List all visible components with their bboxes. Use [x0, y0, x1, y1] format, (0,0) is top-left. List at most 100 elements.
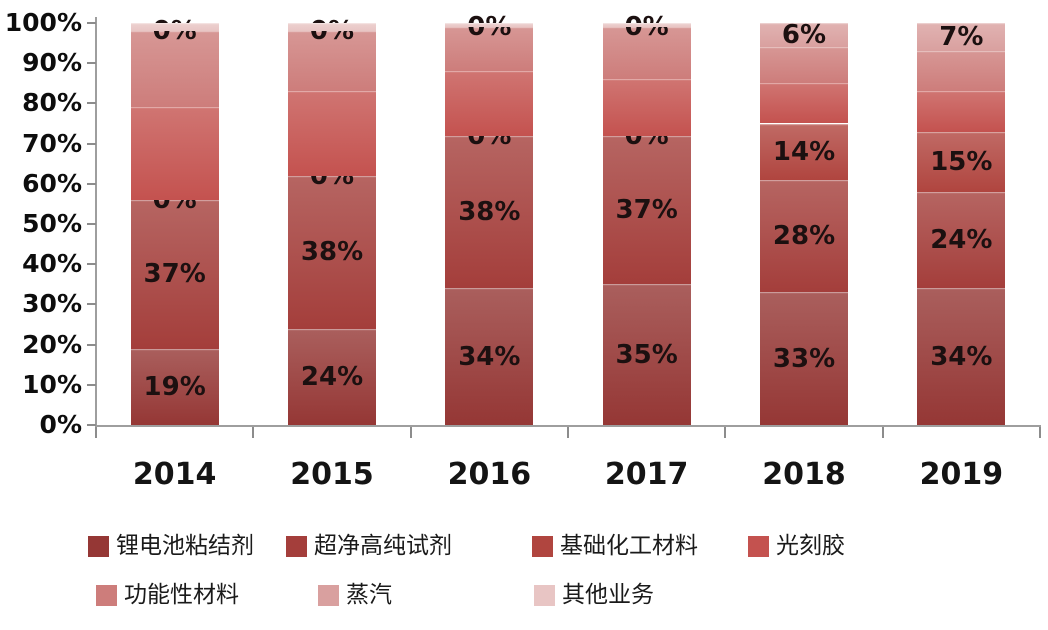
bar-segment-2016-series1	[445, 288, 534, 425]
legend-item-series4: 光刻胶	[748, 533, 845, 559]
bar-segment-2019-series6	[917, 23, 1006, 52]
legend-swatch-icon	[88, 536, 109, 558]
bar-data-label: 19%	[143, 371, 206, 402]
bar-segment-2016-series7	[445, 23, 534, 28]
legend-swatch-icon	[534, 585, 555, 607]
bar-data-label: 38%	[300, 237, 364, 268]
legend-swatch-icon	[748, 536, 769, 558]
bar-data-label: 35%	[615, 339, 678, 370]
bar-segment-2017-series7	[602, 23, 691, 28]
y-axis-tick	[87, 303, 96, 306]
bar-data-label: 34%	[930, 341, 993, 372]
y-axis-tick-label: 50%	[22, 209, 82, 238]
bar-segment-2019-series3	[917, 131, 1006, 192]
x-axis-category-label: 2014	[132, 457, 217, 492]
x-axis-category-label: 2019	[919, 457, 1004, 492]
bar-segment-2014-series5	[130, 31, 219, 108]
bar-segment-2014-series1	[130, 348, 219, 425]
x-axis-category-label: 2015	[290, 457, 374, 492]
bar-segment-2016-series5	[445, 27, 534, 72]
y-axis-tick	[87, 343, 96, 346]
bar-segment-2015-series1	[288, 328, 376, 425]
bar-segment-2017-series5	[602, 27, 691, 80]
bar-segment-2018-series2	[760, 179, 848, 293]
bar-data-label: 37%	[615, 194, 678, 225]
y-axis-tick	[87, 22, 96, 24]
y-axis-tick	[87, 263, 96, 266]
legend-swatch-icon	[532, 536, 553, 558]
bar-segment-2017-series2	[602, 135, 691, 285]
x-axis-category-label: 2016	[447, 457, 532, 492]
x-axis-tick	[95, 427, 97, 438]
y-axis-tick-label: 60%	[22, 168, 82, 198]
bar-segment-2015-series4	[288, 91, 376, 176]
x-axis-tick	[881, 427, 884, 438]
bar-data-label: 28%	[772, 221, 836, 252]
x-axis-tick	[252, 427, 255, 438]
bar-segment-2014-series4	[130, 107, 219, 200]
bar-data-label: 14%	[772, 136, 836, 167]
x-axis-tick	[567, 427, 569, 438]
y-axis-tick-label: 30%	[22, 289, 82, 319]
bar-segment-2018-series5	[760, 47, 848, 84]
bar-segment-2014-series2	[130, 199, 219, 349]
bar-segment-2017-series4	[602, 79, 691, 136]
bar-segment-2016-series4	[445, 71, 534, 136]
bar-data-label: 0%	[467, 12, 512, 43]
y-axis-tick-label: 0%	[39, 410, 82, 439]
bar-segment-2015-series7	[288, 23, 376, 32]
y-axis-line	[95, 17, 97, 427]
bar-segment-2014-series7	[130, 23, 219, 32]
bar-segment-2019-series4	[917, 91, 1006, 132]
legend-item-series5: 功能性材料	[96, 582, 239, 608]
y-axis-tick	[87, 142, 96, 145]
bar-segment-2018-series3	[760, 123, 848, 180]
bar-data-label: 0%	[624, 12, 669, 43]
bar-segment-2019-series5	[917, 51, 1006, 92]
bar-data-label: 6%	[781, 20, 827, 51]
y-axis-tick	[87, 182, 96, 185]
legend-swatch-icon	[96, 585, 117, 607]
y-axis-tick	[87, 62, 96, 65]
y-axis-tick-label: 80%	[22, 88, 82, 118]
y-axis-tick-label: 40%	[22, 249, 82, 279]
bar-data-label: 0%	[152, 16, 197, 47]
bar-data-label: 15%	[930, 146, 993, 177]
bar-segment-2019-series2	[917, 191, 1006, 289]
bar-segment-2019-series1	[917, 288, 1006, 425]
legend-swatch-icon	[286, 536, 307, 558]
legend-label: 基础化工材料	[560, 533, 698, 559]
bar-segment-2015-series2	[288, 175, 376, 329]
y-axis-tick-label: 10%	[22, 369, 82, 399]
bar-data-label: 24%	[930, 225, 993, 256]
bar-segment-2016-series2	[445, 135, 534, 289]
y-axis-tick-label: 20%	[22, 329, 82, 359]
legend-item-series7: 其他业务	[534, 582, 654, 608]
bar-data-label: 33%	[772, 343, 836, 374]
bar-data-label: 7%	[939, 22, 984, 53]
x-axis-category-label: 2017	[604, 457, 689, 492]
x-axis-tick	[1039, 427, 1041, 438]
legend-item-series1: 锂电池粘结剂	[88, 533, 254, 559]
legend-label: 蒸汽	[346, 582, 392, 608]
bar-data-label: 0%	[309, 16, 355, 47]
y-axis-tick-label: 100%	[4, 8, 82, 37]
legend-swatch-icon	[318, 585, 339, 607]
y-axis-tick	[87, 424, 96, 426]
bar-segment-2018-series1	[760, 292, 848, 425]
legend-item-series2: 超净高纯试剂	[286, 533, 452, 559]
bar-segment-2018-series6	[760, 23, 848, 48]
y-axis-tick-label: 70%	[22, 128, 82, 158]
bar-data-label: 34%	[458, 341, 521, 372]
legend-item-series3: 基础化工材料	[532, 533, 698, 559]
legend-label: 锂电池粘结剂	[116, 533, 254, 559]
bar-data-label: 37%	[143, 259, 206, 290]
y-axis-tick	[87, 383, 96, 386]
y-axis-tick	[87, 223, 96, 225]
bar-segment-2018-series4	[760, 83, 848, 124]
legend-label: 光刻胶	[776, 533, 845, 559]
x-axis-category-label: 2018	[762, 457, 846, 492]
bar-data-label: 38%	[458, 196, 521, 227]
y-axis-tick	[87, 102, 96, 105]
